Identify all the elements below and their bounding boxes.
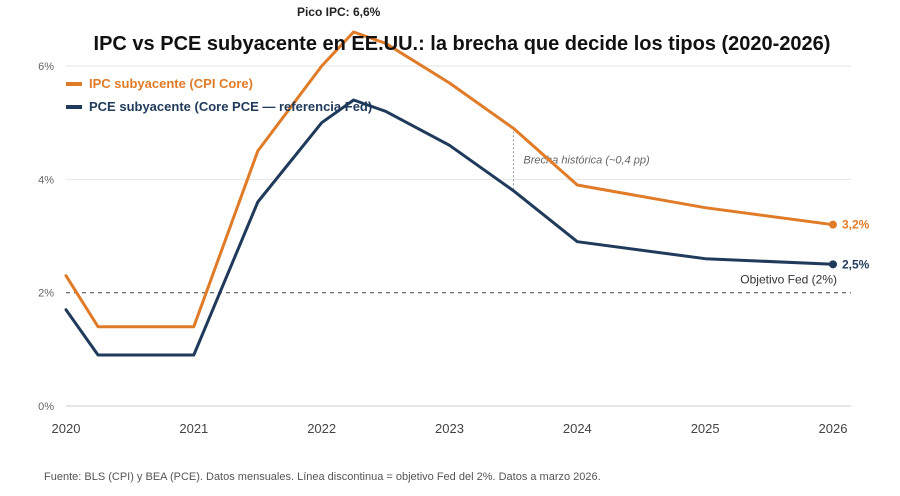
peak-annotation: Pico IPC: 6,6% <box>297 5 381 19</box>
y-tick-label: 2% <box>38 288 54 300</box>
legend-label: IPC subyacente (CPI Core) <box>89 76 253 91</box>
y-tick-label: 0% <box>38 401 54 413</box>
gap-annotation-group: Brecha histórica (~0,4 pp) <box>512 131 650 191</box>
reference-line-group: Objetivo Fed (2%) <box>66 273 851 294</box>
series-end-point <box>829 260 837 269</box>
y-axis: 0% 2% 4% 6% <box>38 61 54 413</box>
x-tick-label: 2025 <box>691 421 720 436</box>
gap-label: Brecha histórica (~0,4 pp) <box>523 155 650 167</box>
series-end-point <box>829 220 837 229</box>
series-end-label: 3,2% <box>842 218 870 232</box>
x-tick-label: 2023 <box>435 421 464 436</box>
legend-label: PCE subyacente (Core PCE — referencia Fe… <box>89 99 372 114</box>
series-line-pce <box>64 98 835 357</box>
series-line-ipc <box>64 30 835 329</box>
legend: IPC subyacente (CPI Core) PCE subyacente … <box>66 76 372 114</box>
fed-target-label: Objetivo Fed (2%) <box>740 273 837 287</box>
y-tick-label: 4% <box>38 174 54 186</box>
x-tick-label: 2020 <box>52 421 81 436</box>
x-tick-label: 2024 <box>563 421 592 436</box>
x-tick-label: 2026 <box>819 421 848 436</box>
x-axis: 2020 2021 2022 2023 2024 2025 2026 <box>52 405 851 436</box>
series-end-label: 2,5% <box>842 257 870 271</box>
y-tick-label: 6% <box>38 61 54 73</box>
x-tick-label: 2022 <box>307 421 336 436</box>
x-tick-label: 2021 <box>179 421 208 436</box>
source-note: Fuente: BLS (CPI) y BEA (PCE). Datos men… <box>44 471 601 483</box>
series-group: 3,2% 2,5% <box>64 30 870 357</box>
chart-title: IPC vs PCE subyacente en EE.UU.: la brec… <box>94 33 831 55</box>
